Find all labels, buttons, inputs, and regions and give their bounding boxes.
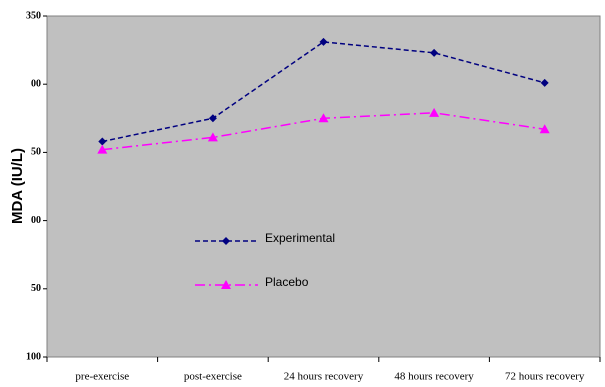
marker [540, 78, 549, 87]
x-tick-label: post-exercise [184, 371, 242, 383]
marker [207, 132, 218, 142]
marker [221, 280, 231, 289]
y-axis-label: MDA (IU/L) [9, 148, 26, 224]
marker [318, 113, 329, 123]
marker [429, 107, 440, 117]
marker [319, 37, 328, 46]
marker [539, 124, 550, 134]
marker [208, 114, 217, 123]
marker [222, 237, 230, 245]
plot-area [46, 15, 601, 358]
marker [97, 144, 108, 154]
y-tick-label: 50 [31, 283, 41, 294]
y-tick-label: 350 [26, 10, 41, 21]
marker [98, 137, 107, 146]
x-tick-label: 48 hours recovery [394, 371, 474, 383]
x-tick-label: pre-exercise [75, 371, 129, 383]
marker [430, 48, 439, 57]
legend-label: Experimental [265, 231, 335, 245]
y-tick-label: 50 [31, 147, 41, 158]
series-line [102, 41, 545, 143]
y-tick-label: 00 [31, 215, 41, 226]
x-tick-label: 72 hours recovery [505, 371, 585, 383]
y-tick-label: 00 [31, 78, 41, 89]
y-tick-label: 100 [26, 351, 41, 362]
x-tick-label: 24 hours recovery [284, 371, 364, 383]
legend-label: Placebo [265, 275, 309, 289]
